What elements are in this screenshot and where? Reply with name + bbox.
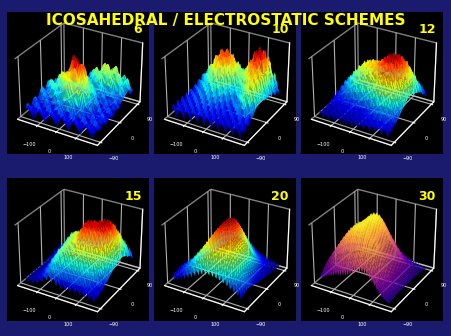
Text: 6: 6 [133, 24, 142, 36]
Text: 12: 12 [418, 24, 435, 36]
Text: 15: 15 [124, 190, 142, 203]
Text: 10: 10 [271, 24, 288, 36]
Text: 30: 30 [418, 190, 435, 203]
Text: 20: 20 [271, 190, 288, 203]
Text: ICOSAHEDRAL / ELECTROSTATIC SCHEMES: ICOSAHEDRAL / ELECTROSTATIC SCHEMES [46, 13, 405, 29]
